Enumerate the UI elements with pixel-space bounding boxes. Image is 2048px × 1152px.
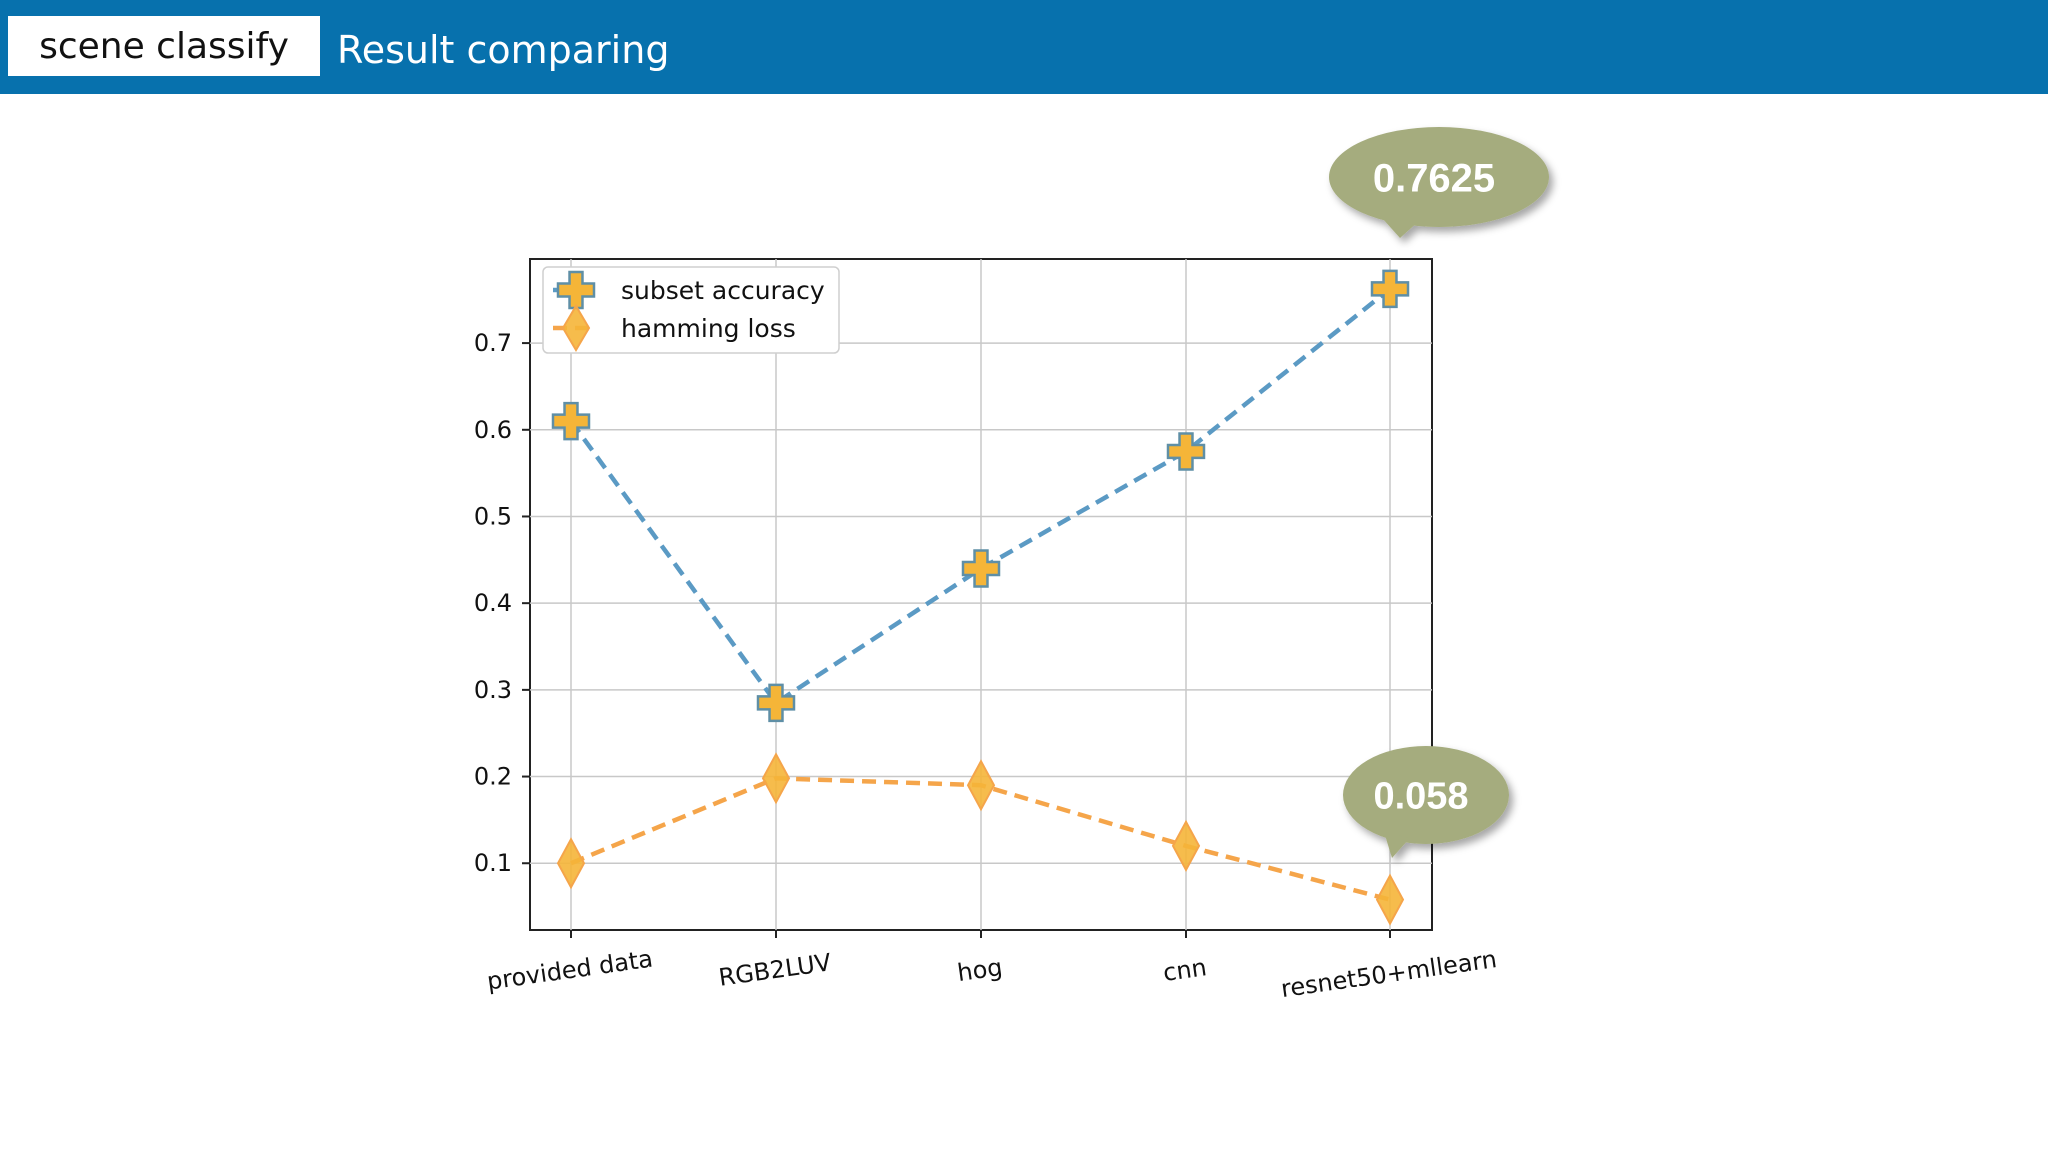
callouts: 0.7625 0.058 <box>1329 127 1549 858</box>
legend-label: hamming loss <box>621 314 796 343</box>
legend-label: subset accuracy <box>621 276 825 305</box>
marker-diamond <box>556 837 586 890</box>
callout-bubble <box>1343 746 1509 858</box>
callout-ellipse <box>1329 127 1549 227</box>
section-label: scene classify <box>8 16 320 76</box>
y-tick-label: 0.2 <box>474 763 512 791</box>
y-tick-label: 0.3 <box>474 676 512 704</box>
callout-ellipse <box>1343 746 1509 844</box>
marker-diamond <box>966 759 996 812</box>
callout-label: 0.7625 <box>1373 156 1495 200</box>
callout-bubble <box>1329 127 1549 238</box>
series-group <box>551 269 1410 926</box>
marker-plus <box>756 683 796 723</box>
marker-diamond <box>1375 873 1405 926</box>
y-tick-label: 0.5 <box>474 502 512 530</box>
header-bar <box>0 0 2048 94</box>
x-tick-label: resnet50+mllearn <box>1279 945 1498 1003</box>
callout-tail <box>1382 218 1418 238</box>
callout-label: 0.058 <box>1373 776 1468 818</box>
callout-tail <box>1384 832 1410 858</box>
marker-plus <box>961 549 1001 588</box>
marker-diamond <box>1171 819 1201 873</box>
series-line-0 <box>569 287 1392 706</box>
slide-title: Result comparing <box>337 28 670 72</box>
x-tick-label: provided data <box>485 945 654 996</box>
x-tick-label: hog <box>956 953 1005 987</box>
legend-box <box>542 266 840 354</box>
x-tick-label: cnn <box>1161 953 1208 987</box>
marker-plus <box>1166 432 1206 471</box>
y-tick-label: 0.1 <box>474 849 512 877</box>
marker-plus <box>556 270 596 310</box>
marker-plus <box>551 401 591 441</box>
marker-diamond <box>561 304 591 352</box>
grid <box>530 259 1432 930</box>
x-tick-label: RGB2LUV <box>717 948 834 992</box>
y-tick-label: 0.4 <box>474 589 512 617</box>
legend: subset accuracy hamming loss <box>542 266 840 354</box>
marker-diamond <box>761 752 791 805</box>
y-tick-label: 0.7 <box>474 329 512 357</box>
marker-plus <box>1370 269 1410 309</box>
y-tick-label: 0.6 <box>474 416 512 444</box>
